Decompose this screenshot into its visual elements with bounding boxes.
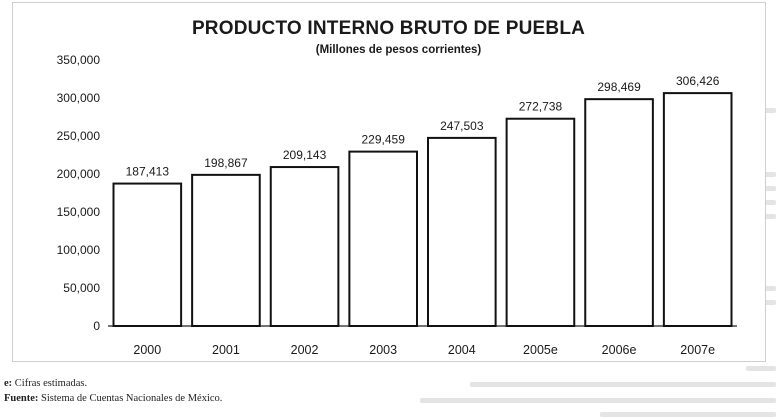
x-tick-label: 2004 [448, 343, 476, 357]
x-tick-label: 2005e [523, 343, 558, 357]
bar-value-label: 229,459 [361, 133, 405, 147]
y-tick-label: 350,000 [57, 53, 101, 67]
background-text-line [600, 412, 776, 417]
bar [112, 182, 183, 327]
y-tick-label: 100,000 [57, 243, 101, 257]
bar-value-label: 187,413 [126, 165, 170, 179]
chart-title: PRODUCTO INTERNO BRUTO DE PUEBLA [191, 18, 586, 39]
bar-value-label: 298,469 [597, 80, 641, 94]
background-text-line [420, 398, 776, 403]
estimate-note-label: e: [4, 378, 13, 389]
bar [191, 173, 261, 327]
y-tick-label: 50,000 [63, 281, 100, 295]
bar-value-label: 247,503 [440, 119, 484, 133]
y-tick-label: 300,000 [57, 91, 101, 105]
bar [427, 136, 497, 327]
x-tick-label: 2001 [212, 343, 240, 357]
y-tick-label: 150,000 [57, 205, 101, 219]
x-tick-label: 2002 [291, 343, 319, 357]
background-text-line [746, 366, 776, 371]
bar [662, 92, 733, 327]
estimate-note: e: Cifras estimadas. [4, 378, 87, 389]
x-tick-label: 2000 [133, 343, 161, 357]
bar-value-label: 209,143 [283, 148, 327, 162]
y-tick-label: 250,000 [57, 129, 101, 143]
bar-value-label: 272,738 [519, 100, 563, 114]
bar-chart: 0 50,000 100,000 150,000 200,000 250,000 300,0… [57, 53, 737, 357]
x-tick-label: 2007e [680, 343, 715, 357]
chart-subtitle: (Millones de pesos corrientes) [315, 44, 482, 56]
estimate-note-text: Cifras estimadas. [14, 378, 88, 389]
bar [348, 150, 418, 327]
x-tick-label: 2003 [369, 343, 397, 357]
source-note: Fuente: Sistema de Cuentas Nacionales de… [4, 393, 222, 404]
y-tick-label: 0 [93, 319, 100, 333]
bar-value-label: 306,426 [676, 74, 720, 88]
background-text-line [470, 382, 776, 387]
source-note-text: Sistema de Cuentas Nacionales de México. [41, 393, 223, 404]
bar [505, 117, 576, 327]
bar-value-label: 198,867 [204, 156, 248, 170]
y-tick-label: 200,000 [57, 167, 101, 181]
bar [584, 98, 654, 327]
source-note-label: Fuente: [4, 393, 39, 404]
x-tick-label: 2006e [602, 343, 637, 357]
bar [269, 166, 340, 327]
